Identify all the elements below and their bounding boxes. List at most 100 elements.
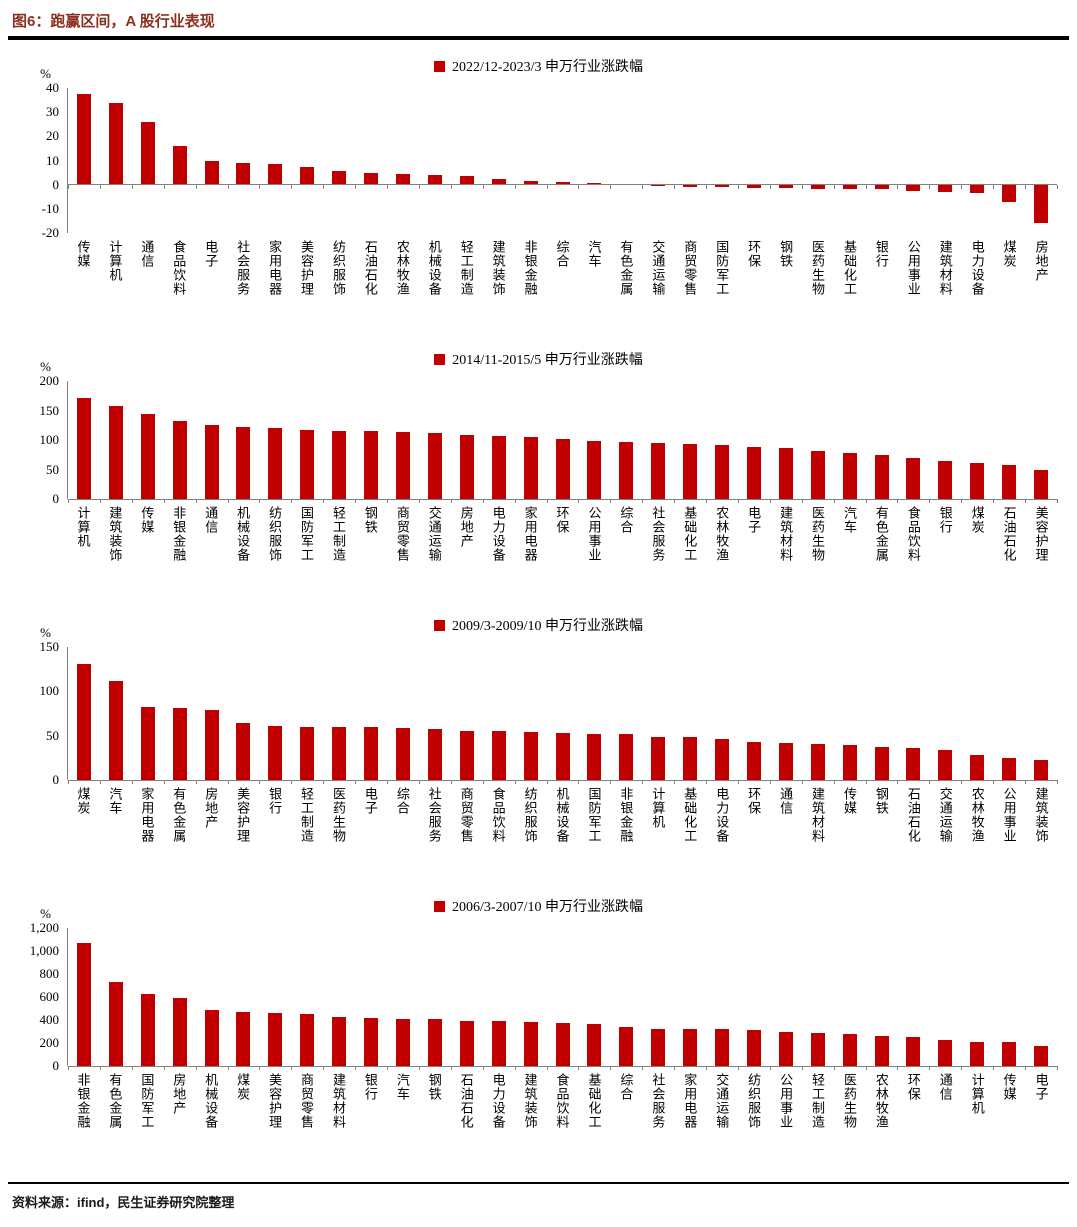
bar (332, 1016, 347, 1066)
plot-area (67, 88, 1058, 233)
axis-tick (355, 499, 357, 503)
category-label-cell: 钢铁 (418, 1073, 450, 1166)
category-label: 计算机 (75, 506, 91, 548)
axis-tick (993, 499, 995, 503)
category-label: 商贸零售 (458, 787, 474, 843)
axis-tick (68, 1066, 69, 1070)
category-label: 交通运输 (937, 787, 953, 843)
category-label: 通信 (203, 506, 219, 534)
category-label: 环保 (746, 240, 762, 268)
category-label: 国防军工 (299, 506, 315, 562)
bar (683, 443, 698, 499)
category-label-cell: 医药生物 (802, 506, 834, 599)
bar (970, 1041, 985, 1066)
category-label: 综合 (618, 1073, 634, 1101)
bar (236, 723, 251, 780)
category-label: 建筑材料 (778, 506, 794, 562)
axis-tick (546, 780, 548, 784)
category-label-cell: 医药生物 (834, 1073, 866, 1166)
axis-tick (259, 499, 261, 503)
category-label-cell: 机械设备 (418, 240, 450, 333)
bar (555, 182, 570, 185)
axis-tick (259, 780, 261, 784)
category-label-cell: 非银金融 (610, 787, 642, 880)
category-label-cell: 通信 (929, 1073, 961, 1166)
category-label: 银行 (937, 506, 953, 534)
axis-tick (578, 184, 580, 189)
axis-tick (387, 499, 389, 503)
axis-tick (227, 1066, 229, 1070)
bar (300, 726, 315, 780)
y-tick-label: 40 (46, 80, 59, 95)
category-label: 社会服务 (650, 506, 666, 562)
axis-tick (642, 499, 644, 503)
bar (204, 424, 219, 499)
axis-tick (642, 184, 644, 189)
category-label-cell: 钢铁 (865, 787, 897, 880)
axis-tick (610, 184, 612, 189)
category-label-cell: 农林牧渔 (865, 1073, 897, 1166)
category-label-cell: 非银金融 (163, 506, 195, 599)
category-label: 美容护理 (1033, 506, 1049, 562)
category-label-cell: 家用电器 (131, 787, 163, 880)
category-label-cell: 公用事业 (770, 1073, 802, 1166)
category-label-cell: 综合 (610, 506, 642, 599)
category-label: 石油石化 (362, 240, 378, 296)
category-labels: 传媒 计算机 通信 食品饮料 电子 社会服务 家用电器 美容护理 纺织服饰 石油石化 农林牧渔 机械设… (67, 233, 1057, 333)
category-label-cell: 商贸零售 (386, 506, 418, 599)
category-label: 基础化工 (586, 1073, 602, 1129)
bar (810, 451, 825, 499)
bar (778, 448, 793, 499)
category-label: 通信 (937, 1073, 953, 1101)
category-label-cell: 汽车 (386, 1073, 418, 1166)
category-labels: 计算机 建筑装饰 传媒 非银金融 通信 机械设备 纺织服饰 国防军工 轻工制造 钢铁 商贸零售 交通运… (67, 499, 1057, 599)
axis-tick (578, 780, 580, 784)
category-label: 煤炭 (969, 506, 985, 534)
axis-tick (355, 780, 357, 784)
bar (810, 184, 825, 189)
bar (523, 181, 538, 185)
category-label: 计算机 (969, 1073, 985, 1115)
bar (76, 397, 91, 499)
category-label-cell: 家用电器 (674, 1073, 706, 1166)
category-label: 环保 (554, 506, 570, 534)
bar (842, 744, 857, 780)
axis-tick (897, 184, 899, 189)
category-label: 国防军工 (586, 787, 602, 843)
axis-tick (68, 184, 69, 189)
bar (715, 739, 730, 780)
category-label-cell: 美容护理 (1025, 506, 1057, 599)
bar (1002, 464, 1017, 499)
category-label-cell: 银行 (354, 1073, 386, 1166)
category-label: 社会服务 (235, 240, 251, 296)
category-label-cell: 基础化工 (834, 240, 866, 333)
bar (523, 732, 538, 780)
legend-label: 2006/3-2007/10 申万行业涨跌幅 (452, 900, 643, 915)
category-label-cell: 社会服务 (227, 240, 259, 333)
category-label-cell: 电子 (738, 506, 770, 599)
bar (651, 184, 666, 186)
category-label: 美容护理 (299, 240, 315, 296)
category-label: 农林牧渔 (873, 1073, 889, 1129)
bar (300, 429, 315, 499)
bar (459, 176, 474, 185)
category-label-cell: 环保 (738, 787, 770, 880)
category-label-cell: 美容护理 (291, 240, 323, 333)
category-label-cell: 石油石化 (450, 1073, 482, 1166)
bar (555, 438, 570, 499)
bar (715, 444, 730, 499)
category-label-cell: 有色金属 (610, 240, 642, 333)
axis-tick (961, 499, 963, 503)
bar (76, 942, 91, 1066)
bar (683, 1029, 698, 1066)
category-label: 电力设备 (969, 240, 985, 296)
bar (746, 741, 761, 780)
axis-tick (1025, 184, 1027, 189)
bar (236, 1011, 251, 1066)
axis-tick (227, 184, 229, 189)
axis-tick (323, 499, 325, 503)
axis-tick (387, 184, 389, 189)
bar (108, 680, 123, 780)
x-axis-line (68, 184, 1057, 186)
legend: 2014/11-2015/5 申万行业涨跌幅 (12, 349, 1065, 369)
